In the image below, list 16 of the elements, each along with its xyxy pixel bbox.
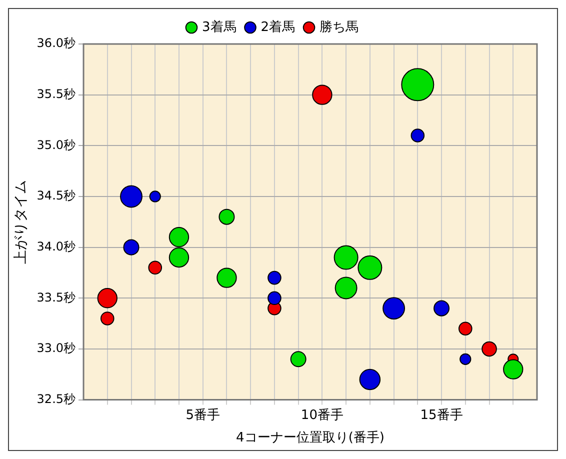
legend-label: 2着馬	[260, 18, 296, 35]
y-tick-label: 35.5秒	[36, 86, 76, 101]
y-tick-label: 36.0秒	[36, 36, 76, 50]
y-tick-label: 32.5秒	[36, 392, 76, 406]
x-tick-label: 10番手	[300, 408, 344, 423]
legend-label: 3着馬	[202, 18, 236, 35]
y-tick-label: 34.5秒	[36, 188, 76, 203]
y-tick-label: 34.0秒	[36, 239, 76, 254]
y-tick-label: 35.0秒	[36, 138, 76, 152]
x-axis-title: 4コーナー位置取り(番手)	[236, 430, 384, 446]
y-tick-label: 33.5秒	[36, 290, 76, 304]
y-tick-label: 33.0秒	[36, 341, 76, 356]
x-tick-label: 5番手	[186, 408, 220, 423]
legend-label: 勝ち馬	[320, 20, 359, 35]
y-axis-title: 上がりタイム	[13, 180, 30, 264]
x-tick-label: 15番手	[420, 408, 463, 423]
